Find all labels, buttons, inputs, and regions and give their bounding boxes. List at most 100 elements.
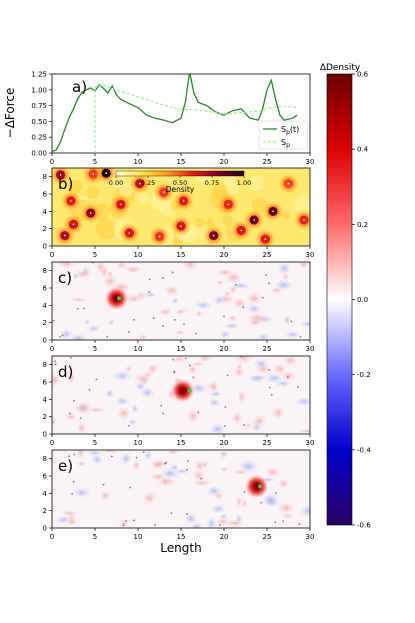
particle-dot [128,331,130,333]
particle-dot [72,399,75,402]
delta-texture [142,450,154,462]
delta-texture [231,468,252,476]
density-texture [248,174,265,192]
colorbar-gradient [326,73,353,526]
particle-dot [133,519,135,522]
y-tick-label: 8 [43,267,47,275]
colorbar-tick-label: 0.6 [357,71,369,79]
density-texture [195,217,205,227]
particle-dot [54,360,57,363]
particle-dot [83,307,85,310]
particle-dot [265,274,267,276]
x-tick-label: 30 [306,345,315,353]
delta-texture [107,317,116,327]
density-colorbar-tick-label: 1.00 [237,179,251,187]
delta-texture [52,414,58,429]
delta-texture [244,422,253,429]
delta-texture [294,428,310,434]
delta-texture [62,411,80,423]
particle-dot [180,225,182,227]
x-tick-label: 30 [306,251,315,259]
delta-texture [217,450,230,460]
x-tick-label: 20 [220,345,229,353]
particle-dot [195,332,197,335]
delta-texture [261,465,284,480]
delta-texture [234,494,244,509]
particle-dot [59,174,62,176]
x-tick-label: 30 [306,439,315,447]
delta-texture [211,294,228,307]
delta-texture [89,452,106,467]
particle-dot [223,315,225,318]
delta-texture [145,361,161,377]
delta-texture [193,308,204,319]
particle-dot [243,424,245,426]
delta-texture [160,474,169,488]
particle-dot [68,272,71,275]
tracer-particle-marker [187,388,192,393]
x-tick-label: 5 [93,533,97,541]
particle-dot [76,307,79,310]
y-tick-label: 6 [43,191,48,199]
particle-dot [226,374,229,377]
particle-dot [138,182,141,185]
particle-dot [69,412,71,415]
x-tick-label: 25 [263,158,272,166]
particle-dot [274,492,277,495]
particle-dot [270,393,273,396]
colorbar-tick-label: -0.4 [357,446,371,454]
panel-label: b) [58,175,73,193]
delta-texture [55,262,79,270]
particle-dot [69,357,72,359]
particle-dot [54,363,57,366]
density-colorbar-tick-label: 0.75 [205,179,219,187]
x-tick-label: 30 [306,158,315,166]
x-tick-label: 15 [177,439,186,447]
particle-dot [189,364,191,367]
panel-e-delta-heatmap: e) 0 2 4 6 8 0 5 10 15 20 25 30 [43,449,314,541]
y-tick-label: 2 [43,319,47,327]
tracer-particle-marker [258,484,263,489]
x-tick-label: 0 [50,251,54,259]
delta-texture [69,485,94,500]
legend-label-sp-t: Sp(t) [281,125,299,136]
x-tick-label: 5 [93,251,97,259]
delta-texture [235,361,245,372]
y-tick-label: 4 [43,302,48,310]
delta-texture [283,329,303,340]
x-tick-label: 10 [134,533,143,541]
x-tick-label: 15 [177,251,186,259]
delta-texture [269,404,287,422]
delta-texture [52,371,63,389]
delta-texture [155,306,175,317]
delta-texture [75,419,88,434]
particle-dot [299,336,302,338]
delta-texture [277,476,291,492]
delta-texture [282,313,292,328]
particle-dot [128,232,131,234]
delta-texture [105,269,115,279]
particle-dot [89,212,92,214]
panel-a-line-chart: 0.00 0.25 0.50 0.75 1.00 1.25 0 5 10 15 20 25 30 a)… [3,71,314,167]
x-axis-label: Length [160,541,201,555]
delta-texture [252,363,273,376]
delta-texture [112,395,132,407]
x-tick-label: 0 [50,439,54,447]
delta-texture [147,458,171,470]
particle-dot [59,335,61,338]
y-tick-label: 0.75 [31,102,47,110]
delta-texture [219,465,230,473]
particle-dot [200,477,203,480]
series-line-sp-t [52,74,298,153]
particle-dot [122,524,125,527]
delta-texture [140,489,159,508]
particle-dot [298,523,301,525]
particle-dot [127,424,130,427]
x-tick-label: 15 [177,345,186,353]
particle-dot [72,223,75,226]
x-tick-label: 10 [134,439,143,447]
delta-texture [109,368,135,384]
x-tick-label: 5 [93,345,97,353]
delta-texture [249,413,269,430]
y-axis-label: −ΔForce [3,88,17,139]
